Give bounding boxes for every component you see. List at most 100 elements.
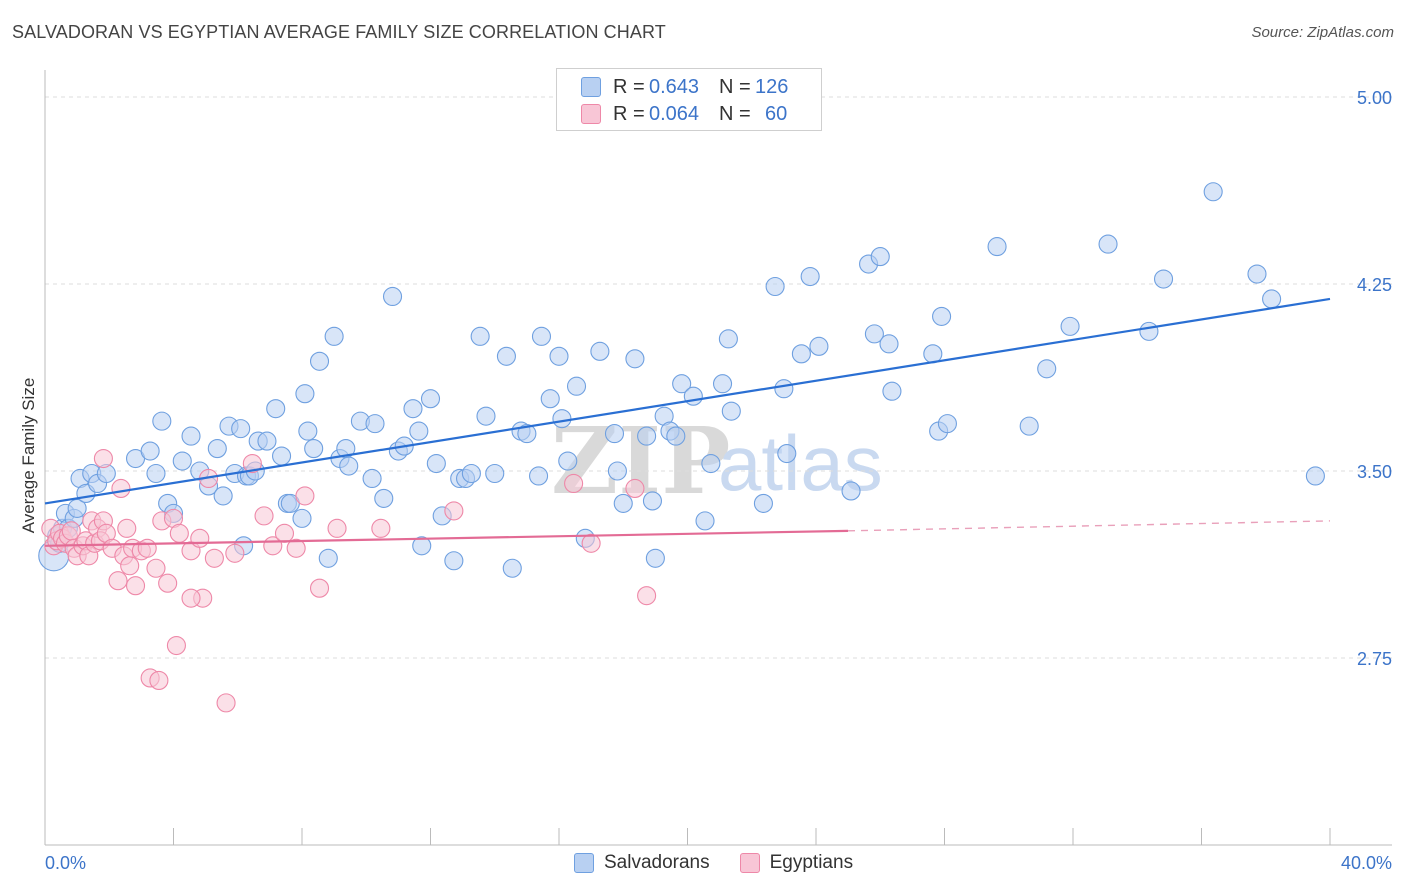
egyptian-point [274,523,295,543]
salvadoran-point [517,424,537,444]
salvadoran-point [791,344,811,364]
egyptian-point [637,586,657,606]
salvadoran-point [841,481,861,501]
salvadoran-point [272,446,292,466]
salvadoran-point [1019,416,1039,436]
salvadoran-point [339,456,359,476]
salvadoran-point [718,329,738,349]
salvadoran-point [485,463,505,484]
salvadoran-point [864,324,884,344]
legend-item-salvadorans[interactable]: Salvadorans [574,852,710,874]
salvadoran-point [324,326,344,346]
egyptian-point [125,576,146,596]
salvadoran-point [879,334,899,354]
series-legend: Salvadorans Egyptians [574,852,883,874]
salvadoran-point [765,276,785,297]
egyptians-legend-swatch [739,853,760,873]
salvadoran-point [1247,264,1267,284]
salvadoran-point [374,488,394,508]
salvadoran-point [625,349,645,369]
salvadoran-point [172,451,192,471]
egyptian-point [295,486,315,506]
egyptian-point [216,693,236,713]
legend-item-egyptians[interactable]: Egyptians [739,852,854,874]
salvadoran-point [496,346,516,366]
egyptian-point [120,556,140,576]
salvadoran-point [721,401,741,421]
salvadoran-point [1153,269,1174,289]
x-tick-label: 0.0% [45,853,86,873]
salvadoran-point [558,451,578,471]
egyptian-point [204,548,224,568]
salvadoran-point [540,389,560,409]
salvadoran-point [146,463,166,484]
salvadoran-point [213,486,233,506]
salvadoran-point [531,326,552,346]
egyptian-point [166,635,186,656]
egyptian-point [169,523,189,543]
source-label: Source: ZipAtlas.com [1251,24,1394,41]
egyptian-point [242,453,262,474]
salvadoran-point [292,508,312,528]
n-value: 60 [765,102,788,125]
y-axis-label: Average Family Size [19,378,38,534]
salvadoran-point [637,426,657,446]
egyptian-point [286,538,306,558]
salvadoran-point [701,453,721,474]
salvadoran-point [207,439,227,459]
salvadoran-point [298,421,318,441]
egyptian-point [190,528,210,548]
salvadoran-point [774,379,794,399]
egyptian-point [137,538,157,558]
salvadoran-point [552,409,572,429]
egyptian-point [108,571,128,591]
egyptians-trend-extension [847,520,1331,532]
salvadoran-point [140,441,160,461]
y-tick-label: 2.75 [1357,649,1392,669]
salvadoran-point [382,286,403,307]
watermark-zip: ZIP [551,407,730,515]
y-tick-label: 5.00 [1357,88,1392,108]
n-label: N = [719,102,751,125]
salvadoran-point [309,351,330,371]
egyptian-point [564,473,584,494]
salvadorans-trend-line [44,297,1331,505]
salvadoran-point [257,431,277,451]
salvadoran-point [932,306,952,326]
egyptian-point [111,478,131,499]
salvadoran-point [753,493,773,513]
egyptians-trend-line [44,529,849,547]
salvadoran-point [987,237,1007,257]
r-label: R = [613,75,645,98]
egyptian-point [225,543,245,563]
salvadoran-point [295,384,315,404]
salvadoran-point [882,381,902,401]
salvadoran-point [645,548,665,568]
egyptian-point [625,478,645,499]
legend-label: Egyptians [769,852,854,873]
salvadoran-point [937,414,957,434]
stats-legend-row-egyptians: R = 0.064 N = 60 [581,102,787,126]
salvadoran-point [502,558,522,578]
salvadoran-point [1305,466,1325,486]
egyptian-point [149,670,169,690]
salvadoran-point [604,424,625,444]
salvadoran-point [412,536,432,556]
salvadoran-point [304,439,324,459]
egyptian-point [309,578,330,598]
stats-legend-row-salvadorans: R = 0.643 N = 126 [581,75,788,99]
egyptian-point [581,533,601,553]
salvadoran-point [777,443,797,464]
legend-label: Salvadorans [604,852,710,873]
salvadoran-point [1139,321,1159,341]
salvadoran-point [1037,359,1057,379]
salvadoran-point [683,386,703,406]
salvadoran-point [529,466,549,486]
n-value: 126 [755,75,789,98]
salvadoran-point [266,399,286,419]
salvadoran-point [426,453,446,474]
salvadoran-point [549,346,569,366]
stats-legend: R = 0.643 N = 126 R = 0.064 N = 60 [556,68,822,131]
egyptians-swatch [581,104,601,124]
salvadoran-point [181,426,201,446]
